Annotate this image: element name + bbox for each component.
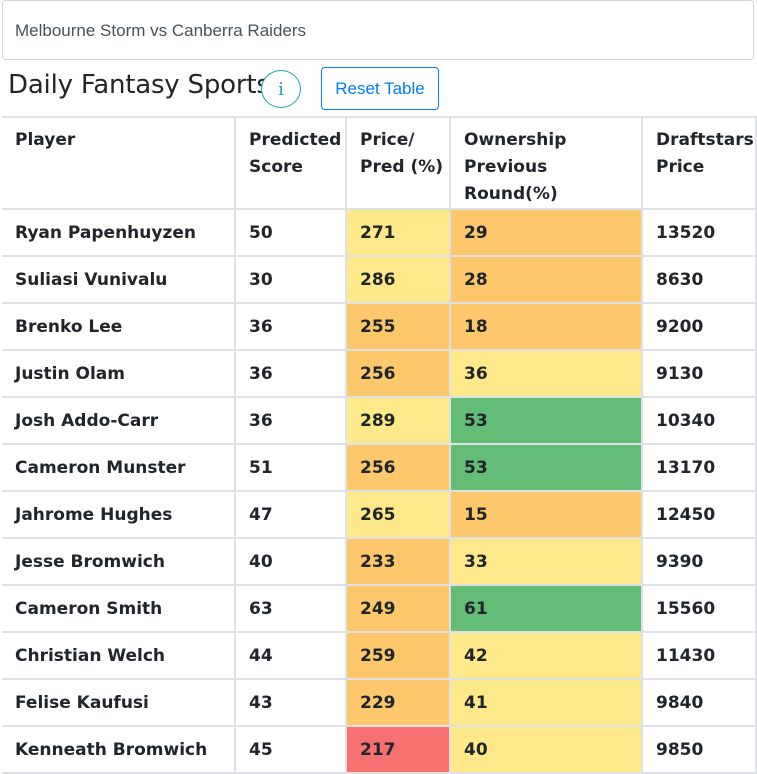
page-title: Daily Fantasy Sports — [8, 70, 270, 100]
draftstars-price-cell: 9200 — [641, 302, 757, 351]
draftstars-price-cell: 13520 — [641, 208, 757, 257]
player-cell: Christian Welch — [2, 631, 236, 680]
predicted-score-cell: 40 — [234, 537, 347, 586]
price-pred-cell: 256 — [345, 349, 451, 398]
table-row: Kenneath Bromwich 45 217 40 9850 — [2, 725, 757, 774]
player-cell: Ryan Papenhuyzen — [2, 208, 236, 257]
column-header-player[interactable]: Player — [2, 116, 236, 210]
table-row: Jesse Bromwich 40 233 33 9390 — [2, 537, 757, 586]
player-cell: Suliasi Vunivalu — [2, 255, 236, 304]
column-header-draftstars-price[interactable]: Draftstars Price — [641, 116, 757, 210]
price-pred-cell: 229 — [345, 678, 451, 727]
draftstars-price-cell: 9850 — [641, 725, 757, 774]
price-pred-cell: 286 — [345, 255, 451, 304]
draftstars-price-cell: 13170 — [641, 443, 757, 492]
predicted-score-cell: 50 — [234, 208, 347, 257]
predicted-score-cell: 44 — [234, 631, 347, 680]
price-pred-cell: 271 — [345, 208, 451, 257]
draftstars-price-cell: 9840 — [641, 678, 757, 727]
predicted-score-cell: 63 — [234, 584, 347, 633]
ownership-cell: 15 — [449, 490, 643, 539]
column-header-predicted-score[interactable]: Predicted Score — [234, 116, 347, 210]
draftstars-price-cell: 12450 — [641, 490, 757, 539]
column-header-ownership[interactable]: Ownership Previous Round(%) — [449, 116, 643, 210]
table-row: Suliasi Vunivalu 30 286 28 8630 — [2, 255, 757, 304]
table-row: Justin Olam 36 256 36 9130 — [2, 349, 757, 398]
price-pred-cell: 217 — [345, 725, 451, 774]
predicted-score-cell: 36 — [234, 302, 347, 351]
info-icon: i — [278, 79, 284, 100]
predicted-score-cell: 45 — [234, 725, 347, 774]
price-pred-cell: 289 — [345, 396, 451, 445]
column-header-price-pred[interactable]: Price/ Pred (%) — [345, 116, 451, 210]
table-row: Ryan Papenhuyzen 50 271 29 13520 — [2, 208, 757, 257]
ownership-cell: 18 — [449, 302, 643, 351]
table-header-row: Player Predicted Score Price/ Pred (%) O… — [2, 116, 757, 210]
price-pred-cell: 265 — [345, 490, 451, 539]
player-cell: Felise Kaufusi — [2, 678, 236, 727]
predicted-score-cell: 43 — [234, 678, 347, 727]
ownership-cell: 53 — [449, 396, 643, 445]
player-cell: Cameron Smith — [2, 584, 236, 633]
table-row: Christian Welch 44 259 42 11430 — [2, 631, 757, 680]
ownership-cell: 33 — [449, 537, 643, 586]
draftstars-price-cell: 9390 — [641, 537, 757, 586]
ownership-cell: 36 — [449, 349, 643, 398]
draftstars-price-cell: 10340 — [641, 396, 757, 445]
ownership-cell: 29 — [449, 208, 643, 257]
player-cell: Kenneath Bromwich — [2, 725, 236, 774]
price-pred-cell: 233 — [345, 537, 451, 586]
player-cell: Josh Addo-Carr — [2, 396, 236, 445]
predicted-score-cell: 36 — [234, 349, 347, 398]
ownership-cell: 53 — [449, 443, 643, 492]
table-row: Felise Kaufusi 43 229 41 9840 — [2, 678, 757, 727]
price-pred-cell: 256 — [345, 443, 451, 492]
price-pred-cell: 259 — [345, 631, 451, 680]
ownership-cell: 41 — [449, 678, 643, 727]
table-row: Cameron Munster 51 256 53 13170 — [2, 443, 757, 492]
draftstars-price-cell: 9130 — [641, 349, 757, 398]
player-cell: Jahrome Hughes — [2, 490, 236, 539]
draftstars-price-cell: 11430 — [641, 631, 757, 680]
ownership-cell: 28 — [449, 255, 643, 304]
predicted-score-cell: 30 — [234, 255, 347, 304]
player-cell: Brenko Lee — [2, 302, 236, 351]
table-row: Josh Addo-Carr 36 289 53 10340 — [2, 396, 757, 445]
reset-table-button[interactable]: Reset Table — [321, 67, 439, 110]
price-pred-cell: 249 — [345, 584, 451, 633]
draftstars-price-cell: 15560 — [641, 584, 757, 633]
ownership-cell: 61 — [449, 584, 643, 633]
table-row: Jahrome Hughes 47 265 15 12450 — [2, 490, 757, 539]
table-row: Cameron Smith 63 249 61 15560 — [2, 584, 757, 633]
price-pred-cell: 255 — [345, 302, 451, 351]
ownership-cell: 40 — [449, 725, 643, 774]
player-cell: Jesse Bromwich — [2, 537, 236, 586]
draftstars-price-cell: 8630 — [641, 255, 757, 304]
ownership-cell: 42 — [449, 631, 643, 680]
predicted-score-cell: 47 — [234, 490, 347, 539]
player-cell: Justin Olam — [2, 349, 236, 398]
match-select[interactable]: Melbourne Storm vs Canberra Raiders — [2, 0, 754, 60]
table-row: Brenko Lee 36 255 18 9200 — [2, 302, 757, 351]
player-cell: Cameron Munster — [2, 443, 236, 492]
predicted-score-cell: 36 — [234, 396, 347, 445]
predicted-score-cell: 51 — [234, 443, 347, 492]
info-button[interactable]: i — [261, 70, 301, 108]
dfs-table: Player Predicted Score Price/ Pred (%) O… — [2, 116, 757, 774]
